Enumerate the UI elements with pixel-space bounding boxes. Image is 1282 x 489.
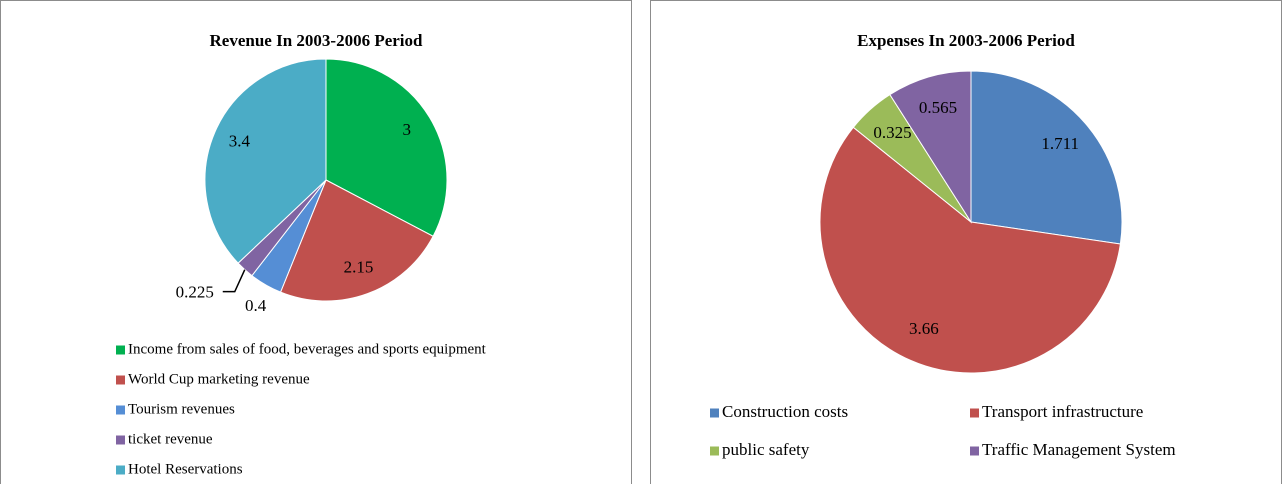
legend-label: Construction costs	[722, 402, 848, 421]
legend-label: Traffic Management System	[982, 440, 1176, 459]
data-label: 0.225	[176, 283, 214, 302]
data-label: 0.565	[919, 98, 957, 117]
data-label: 0.4	[245, 296, 267, 315]
pie-slice	[279, 179, 434, 302]
legend-label: public safety	[722, 440, 810, 459]
legend-swatch	[970, 446, 979, 456]
legend-swatch	[116, 405, 125, 415]
data-label: 3.4	[229, 132, 251, 151]
data-label: 3	[403, 120, 412, 139]
legend-swatch	[970, 408, 979, 418]
legend-swatch	[116, 465, 125, 475]
legend-swatch	[710, 408, 719, 418]
legend-label: World Cup marketing revenue	[128, 371, 310, 387]
legend-label: Hotel Reservations	[128, 461, 243, 477]
legend-label: Tourism revenues	[128, 401, 235, 417]
legend-swatch	[710, 446, 719, 456]
legend-swatch	[116, 435, 125, 445]
legend-label: Income from sales of food, beverages and…	[128, 341, 487, 357]
data-label: 1.711	[1041, 134, 1079, 153]
data-label: 3.66	[909, 319, 939, 338]
chart-title: Revenue In 2003-2006 Period	[210, 31, 424, 50]
legend-label: ticket revenue	[128, 431, 213, 447]
data-label: 2.15	[344, 258, 374, 277]
pie-slice	[970, 70, 1123, 245]
legend-swatch	[116, 375, 125, 385]
pie-slice	[819, 126, 1121, 374]
legend-swatch	[116, 345, 125, 355]
pie-slice	[889, 70, 972, 224]
data-label: 0.325	[873, 123, 911, 142]
pie-slice	[204, 58, 327, 264]
pie-slice	[325, 58, 448, 237]
chart-title: Expenses In 2003-2006 Period	[857, 31, 1075, 50]
legend-label: Transport infrastructure	[982, 402, 1143, 421]
leader-line	[222, 269, 246, 293]
